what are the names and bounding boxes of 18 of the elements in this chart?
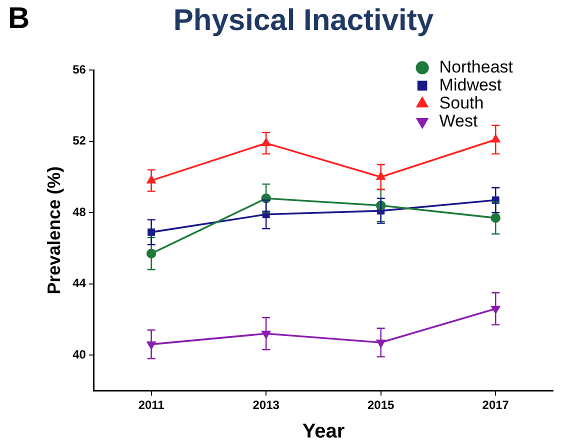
x-tick-label: 2011 [138, 398, 165, 412]
legend-label: Northeast [439, 57, 514, 76]
y-tick-label: 52 [72, 134, 86, 148]
legend-label: West [439, 111, 478, 130]
x-tick-label: 2013 [252, 398, 280, 412]
x-tick-label: 2015 [368, 398, 395, 412]
x-tick-label: 2017 [482, 398, 510, 412]
chart-title: Physical Inactivity [173, 4, 434, 37]
y-tick-label: 48 [72, 204, 86, 219]
y-tick-label: 40 [72, 347, 86, 362]
point [262, 330, 270, 339]
legend-label: South [439, 93, 484, 112]
y-axis-title: Prevalence (%) [44, 166, 64, 294]
y-tick-label: 44 [72, 276, 86, 290]
x-axis-title: Year [302, 420, 345, 443]
y-tick-label: 56 [72, 62, 86, 77]
text: B [8, 2, 30, 36]
legend-label: Midwest [439, 75, 502, 94]
